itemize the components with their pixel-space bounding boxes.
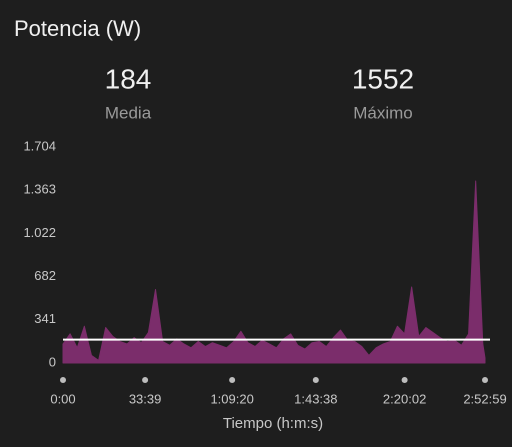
y-tick-label: 1.704 [23,138,56,153]
x-tick-dot [312,377,319,383]
x-tick-dot [142,377,149,383]
y-tick-label: 1.022 [23,225,56,240]
x-axis-title: Tiempo (h:m:s) [223,415,323,432]
x-tick-label: 0:00 [50,391,75,406]
x-tick-label: 1:43:38 [294,391,337,406]
x-tick-dot [60,377,66,383]
y-tick-label: 341 [34,311,56,326]
stat-label: Media [105,103,152,122]
stat-value: 184 [105,63,152,94]
chart-title: Potencia (W) [14,16,141,41]
area [62,180,486,364]
x-tick-dot [229,377,236,383]
x-tick-label: 2:20:02 [383,391,426,406]
y-tick-label: 1.363 [23,182,56,197]
x-tick-label: 33:39 [129,391,162,406]
y-tick-label: 682 [34,268,56,283]
x-tick-label: 1:09:20 [210,391,253,406]
x-tick-label: 2:52:59 [463,391,506,406]
x-tick-dot [401,377,408,383]
stat-label: Máximo [353,103,413,122]
x-tick-dot [482,377,488,383]
stat-value: 1552 [352,63,414,94]
y-tick-label: 0 [49,354,56,369]
